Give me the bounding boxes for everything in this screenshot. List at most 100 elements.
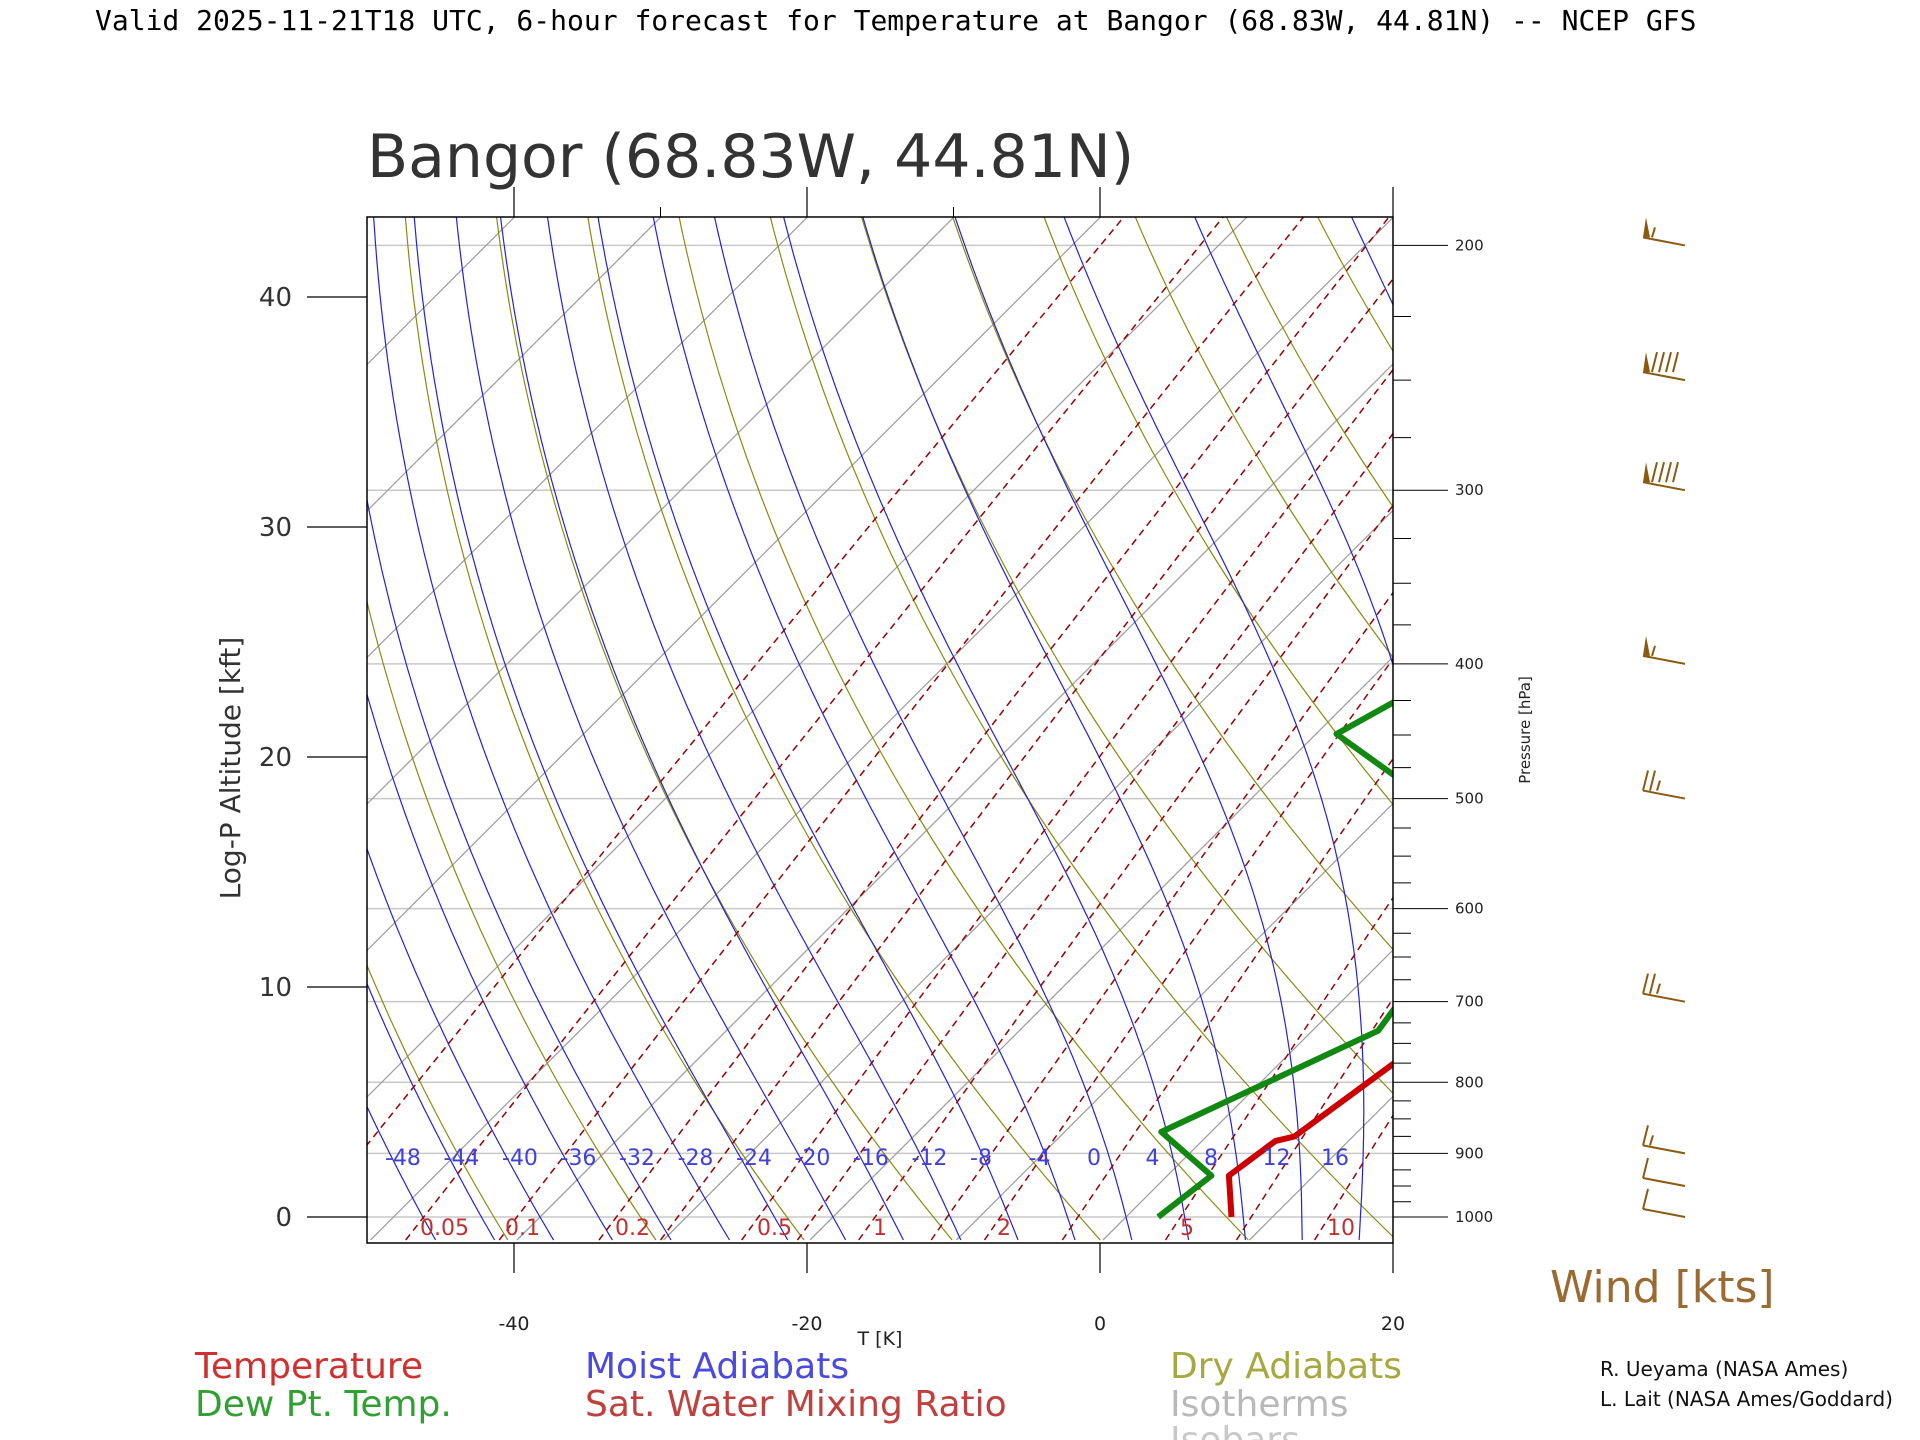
pressure-tick-label: 1000 [1455, 1208, 1493, 1226]
moist-adiabat-label: -28 [678, 1146, 714, 1171]
dry-adiabat-line [769, 217, 1393, 1238]
mixing-ratio-label: 0.5 [757, 1216, 792, 1241]
wind-barb-half [1651, 645, 1656, 657]
mixing-ratio-line [659, 277, 1393, 1241]
wind-barb-pennant [1643, 217, 1650, 238]
moist-adiabat-line [499, 217, 904, 1241]
wind-barbs [1642, 217, 1686, 1218]
moist-adiabat-label: 4 [1146, 1146, 1160, 1171]
y-tick-label: 40 [259, 283, 292, 313]
mixing-ratio-label: 1 [873, 1216, 887, 1241]
wind-barb-full [1642, 1188, 1649, 1210]
wind-barb-full [1649, 973, 1656, 994]
sounding-curves [1156, 699, 1393, 1220]
pressure-tick-label: 600 [1455, 900, 1484, 918]
dry-adiabat-line [587, 217, 1101, 1241]
dry-adiabat-line [1675, 205, 1920, 1240]
y-tick-label: 10 [259, 973, 292, 1003]
moist-adiabat-line [367, 982, 496, 1241]
wind-barb-pennant [1643, 462, 1650, 483]
wind-barb-staff [1642, 236, 1686, 247]
dry-adiabat-line [404, 217, 805, 1241]
isotherm-line [367, 217, 955, 805]
y-tick-label: 20 [259, 743, 292, 773]
dry-adiabat-line [1584, 205, 1920, 1240]
moist-adiabat-label: 8 [1204, 1146, 1218, 1171]
legend-temperature: Temperature [194, 1346, 423, 1387]
wind-barb [1642, 217, 1686, 247]
mixing-ratio-line [796, 432, 1393, 1241]
legend-mixing-ratio: Sat. Water Mixing Ratio [585, 1384, 1007, 1425]
wind-barb-pennant [1643, 635, 1650, 656]
mixing-ratio-line [1475, 205, 1920, 1240]
pressure-axis-label: Pressure [hPa] [1516, 676, 1534, 784]
pressure-tick-label: 700 [1455, 993, 1484, 1011]
moist-adiabat-line [1063, 217, 1365, 1241]
x-tick-label: 20 [1381, 1313, 1405, 1335]
isotherm-line [367, 217, 1102, 952]
mixing-ratio-label: 5 [1180, 1216, 1194, 1241]
mixing-ratio-line [1407, 205, 1920, 1240]
mixing-ratio-label: 0.2 [615, 1216, 650, 1241]
wind-barb-full [1665, 461, 1672, 483]
wind-barb-staff [1642, 789, 1686, 800]
moist-adiabat-line [367, 846, 555, 1241]
wind-barb-half [1649, 1135, 1654, 1146]
mixing-ratio-line [405, 217, 1225, 1241]
mixing-ratio-line [1313, 1113, 1393, 1241]
wind-barb-staff [1642, 481, 1686, 492]
dry-adiabat-line [1856, 205, 1920, 1240]
moist-adiabat-label: -40 [502, 1146, 538, 1171]
wind-barb [1642, 1188, 1686, 1218]
dry-adiabat-line [367, 963, 509, 1241]
wind-barb [1642, 635, 1686, 665]
isotherm-line [367, 217, 809, 659]
wind-barb-half [1656, 780, 1661, 791]
wind-barb-full [1651, 461, 1658, 483]
mixing-ratio-line [1164, 896, 1393, 1241]
dry-adiabat-line [0, 205, 63, 1240]
x-tick-label: -20 [791, 1313, 822, 1335]
isotherm-line [1689, 217, 1920, 1241]
moist-adiabat-label: -16 [853, 1146, 889, 1171]
dry-adiabat-line [31, 205, 212, 1240]
moist-adiabat-label: -20 [795, 1146, 831, 1171]
wind-barb-pennant [1643, 352, 1650, 373]
wind-barb-full [1642, 973, 1649, 994]
isotherm-line [0, 217, 222, 1241]
mixing-ratio-line [598, 217, 1390, 1241]
wind-barb-staff [1642, 1177, 1686, 1188]
legend-moist-adiabats: Moist Adiabats [585, 1346, 849, 1387]
mixing-ratio-label: 0.05 [420, 1216, 469, 1241]
dry-adiabat-line [1134, 217, 1393, 659]
wind-barb-full [1658, 461, 1665, 483]
wind-barb-half [1656, 983, 1661, 994]
moist-adiabat-line [1530, 205, 1626, 1240]
legend: Temperature Dew Pt. Temp. Moist Adiabats… [194, 1346, 1402, 1440]
y-tick-label: 30 [259, 513, 292, 543]
mixing-ratio-line [1061, 757, 1393, 1241]
wind-barb-full [1642, 1157, 1649, 1179]
moist-adiabat-line [546, 217, 962, 1241]
dry-adiabat-line [678, 217, 1249, 1241]
dry-adiabat-line [952, 217, 1393, 951]
y-tick-label: 0 [275, 1203, 292, 1233]
mixing-ratio-label: 0.1 [505, 1216, 540, 1241]
isotherm-line [956, 802, 1393, 1241]
dry-adiabat-line [1765, 205, 1920, 1240]
wind-barb [1642, 1125, 1686, 1155]
moist-adiabat-line [373, 217, 731, 1241]
moist-adiabat-label: 16 [1321, 1146, 1349, 1171]
moist-adiabat-label: -12 [912, 1146, 948, 1171]
wind-barb-staff [1642, 992, 1686, 1003]
pressure-tick-label: 200 [1455, 236, 1484, 254]
mixing-ratio-line [741, 368, 1393, 1241]
wind-barb-full [1642, 1125, 1649, 1146]
isotherm-line [367, 217, 1248, 1098]
mixing-ratio-line [930, 591, 1393, 1241]
wind-barb [1642, 770, 1686, 800]
x-tick-label: -40 [498, 1313, 529, 1335]
mixing-ratio-line [858, 504, 1393, 1241]
isotherm-line [370, 217, 1393, 1241]
moist-adiabat-line [455, 217, 847, 1241]
